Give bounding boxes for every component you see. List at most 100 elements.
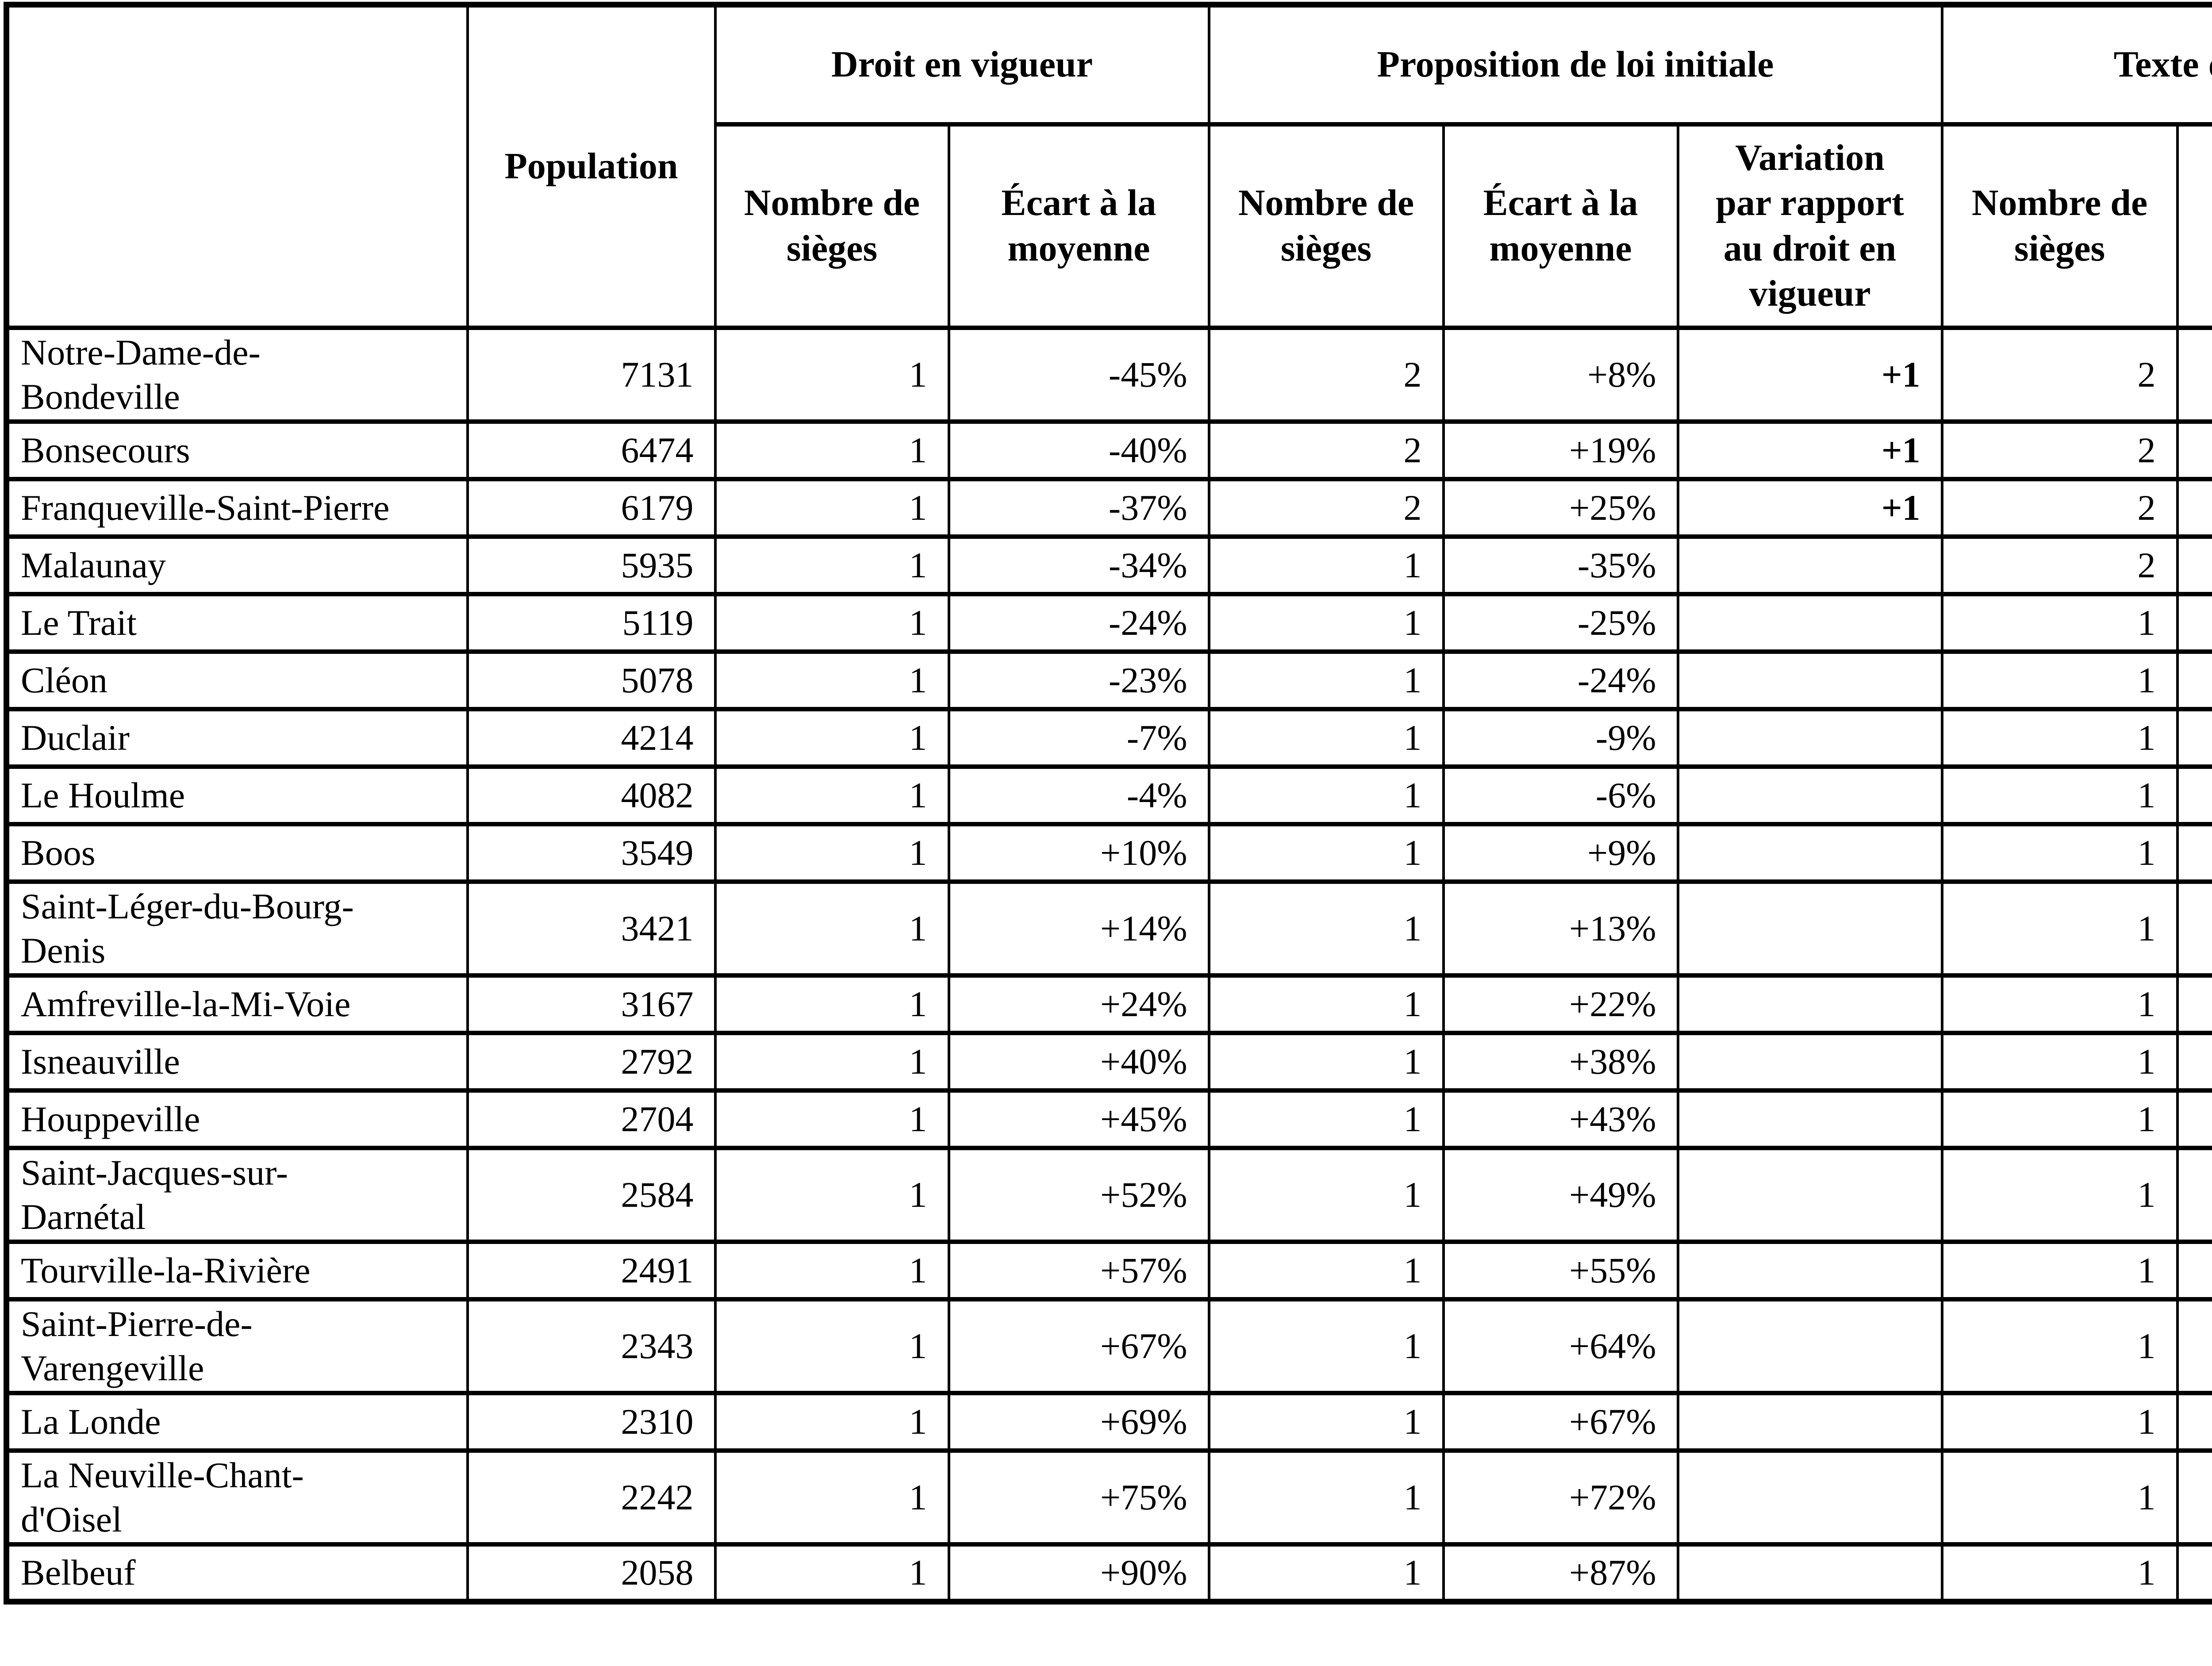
header-dev-ecart-moyenne: Écart à la moyenne	[947, 122, 1210, 330]
cell-tc-ecart: +26%	[2176, 1030, 2212, 1093]
cell-dev-sieges: 1	[714, 821, 950, 884]
cell-pli-ecart: +64%	[1442, 1297, 1679, 1395]
cell-pli-ecart: -24%	[1442, 649, 1679, 711]
table-body: Notre-Dame-de- Bondeville 7131 1 -45% 2 +8% +1…	[5, 325, 2212, 1604]
cell-pli-sieges: 1	[1207, 1297, 1445, 1395]
cell-tc-ecart: -31%	[2176, 649, 2212, 711]
cell-pli-sieges: 1	[1207, 764, 1445, 826]
cell-commune: Isneauville	[5, 1030, 469, 1093]
cell-tc-ecart: +36%	[2176, 1145, 2212, 1244]
header-population: Population	[466, 2, 717, 330]
cell-dev-ecart: -37%	[947, 476, 1210, 539]
cell-dev-sieges: 1	[714, 1145, 950, 1244]
cell-commune: Le Trait	[5, 591, 469, 654]
cell-dev-sieges: 1	[714, 1088, 950, 1150]
cell-commune: Houppeville	[5, 1088, 469, 1150]
cell-pli-sieges: 1	[1207, 1239, 1445, 1301]
cell-tc-sieges: 1	[1940, 1088, 2179, 1150]
cell-tc-ecart: +9%	[2176, 419, 2212, 481]
cell-dev-ecart: +75%	[947, 1448, 1210, 1547]
cell-tc-sieges: 2	[1940, 325, 2179, 424]
cell-pli-sieges: 2	[1207, 325, 1445, 424]
cell-commune: Saint-Léger-du-Bourg- Denis	[5, 879, 469, 978]
cell-dev-ecart: +52%	[947, 1145, 1210, 1244]
cell-dev-sieges: 1	[714, 1030, 950, 1093]
cell-pli-ecart: +22%	[1442, 973, 1679, 1035]
cell-commune: Duclair	[5, 706, 469, 769]
cell-pli-var	[1676, 1088, 1943, 1150]
cell-commune: Amfreville-la-Mi-Voie	[5, 973, 469, 1035]
cell-pli-ecart: +19%	[1442, 419, 1679, 481]
cell-tc-sieges: 1	[1940, 591, 2179, 654]
header-tc-nombre-sieges: Nombre de sièges	[1940, 122, 2179, 330]
cell-pli-var	[1676, 879, 1943, 978]
cell-pli-sieges: 2	[1207, 476, 1445, 539]
cell-pli-sieges: 1	[1207, 879, 1445, 978]
cell-pli-var	[1676, 1145, 1943, 1244]
cell-tc-ecart: -1%	[2176, 821, 2212, 884]
cell-dev-ecart: +45%	[947, 1088, 1210, 1150]
cell-tc-sieges: 1	[1940, 1239, 2179, 1301]
cell-tc-ecart: -16%	[2176, 706, 2212, 769]
cell-population: 2704	[466, 1088, 717, 1150]
cell-tc-sieges: 1	[1940, 973, 2179, 1035]
cell-population: 3421	[466, 879, 717, 978]
cell-tc-ecart: -14%	[2176, 764, 2212, 826]
cell-tc-ecart: +50%	[2176, 1297, 2212, 1395]
table-row: Saint-Pierre-de- Varengeville 2343 1 +67% 1 +…	[5, 1297, 2212, 1395]
cell-dev-ecart: +24%	[947, 973, 1210, 1035]
cell-dev-sieges: 1	[714, 591, 950, 654]
cell-pli-ecart: -25%	[1442, 591, 1679, 654]
cell-population: 3549	[466, 821, 717, 884]
table-row: Franqueville-Saint-Pierre 6179 1 -37% 2 +25% +…	[5, 476, 2212, 539]
cell-dev-ecart: -23%	[947, 649, 1210, 711]
cell-tc-ecart: +3%	[2176, 879, 2212, 978]
cell-dev-sieges: 1	[714, 649, 950, 711]
cell-dev-ecart: -45%	[947, 325, 1210, 424]
cell-tc-sieges: 1	[1940, 1390, 2179, 1453]
cell-pli-ecart: +55%	[1442, 1239, 1679, 1301]
cell-pli-var	[1676, 821, 1943, 884]
table-row: Saint-Jacques-sur- Darnétal 2584 1 +52% 1 +49…	[5, 1145, 2212, 1244]
cell-dev-sieges: 1	[714, 879, 950, 978]
cell-tc-ecart: +19%	[2176, 534, 2212, 596]
cell-commune: Cléon	[5, 649, 469, 711]
cell-population: 2792	[466, 1030, 717, 1093]
cell-population: 2310	[466, 1390, 717, 1453]
cell-population: 2584	[466, 1145, 717, 1244]
cell-pli-var	[1676, 706, 1943, 769]
cell-commune: Belbeuf	[5, 1542, 469, 1604]
cell-tc-sieges: 1	[1940, 1448, 2179, 1547]
cell-pli-ecart: +8%	[1442, 325, 1679, 424]
cell-pli-var	[1676, 1297, 1943, 1395]
cell-tc-sieges: 2	[1940, 534, 2179, 596]
header-group-texte-commission: Texte de la commission	[1940, 2, 2212, 127]
cell-tc-ecart: +30%	[2176, 1088, 2212, 1150]
cell-tc-sieges: 1	[1940, 764, 2179, 826]
cell-dev-sieges: 1	[714, 419, 950, 481]
header-group-row: Population Droit en vigueur Proposition …	[5, 2, 2212, 330]
cell-population: 6179	[466, 476, 717, 539]
table-row: Notre-Dame-de- Bondeville 7131 1 -45% 2 +8% +1…	[5, 325, 2212, 424]
header-dev-nombre-sieges: Nombre de sièges	[714, 122, 950, 330]
cell-tc-sieges: 1	[1940, 706, 2179, 769]
cell-tc-sieges: 1	[1940, 1542, 2179, 1604]
cell-population: 5935	[466, 534, 717, 596]
cell-dev-sieges: 1	[714, 1239, 950, 1301]
cell-population: 3167	[466, 973, 717, 1035]
table-header: Population Droit en vigueur Proposition …	[5, 2, 2212, 330]
table-row: Saint-Léger-du-Bourg- Denis 3421 1 +14% 1 +13…	[5, 879, 2212, 978]
cell-dev-ecart: -7%	[947, 706, 1210, 769]
header-tc-ecart-moyenne: Écart à la moyenne	[2176, 122, 2212, 330]
cell-population: 2491	[466, 1239, 717, 1301]
cell-dev-sieges: 1	[714, 706, 950, 769]
cell-population: 4214	[466, 706, 717, 769]
corner-cell	[5, 2, 469, 330]
